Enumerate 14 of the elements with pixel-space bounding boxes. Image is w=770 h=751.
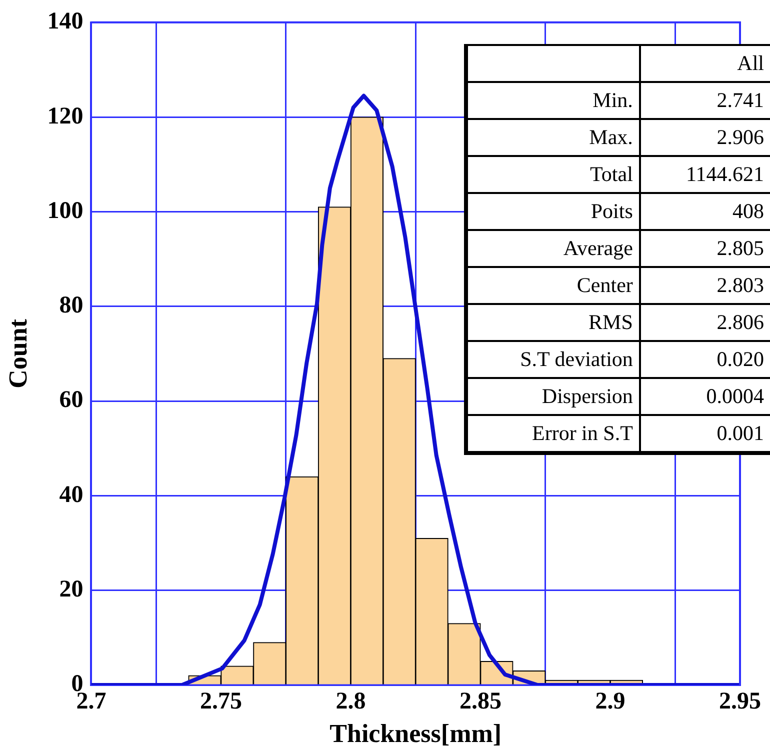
x-tick-label: 2.85 [459,688,502,715]
y-tick-label: 60 [59,387,84,414]
y-axis-title: Count [3,318,32,388]
y-tick-label: 120 [47,103,84,130]
x-tick-label: 2.95 [719,688,761,715]
y-tick-label: 140 [47,8,84,35]
x-tick-label: 2.8 [336,688,366,715]
x-tick-label: 2.9 [595,688,626,715]
x-tick-label: 2.75 [200,688,242,715]
y-tick-label: 40 [59,482,84,508]
y-tick-label: 100 [47,198,84,224]
y-tick-label: 20 [59,576,84,603]
y-tick-label: 80 [59,292,84,319]
x-axis-title: Thickness[mm] [330,719,502,748]
